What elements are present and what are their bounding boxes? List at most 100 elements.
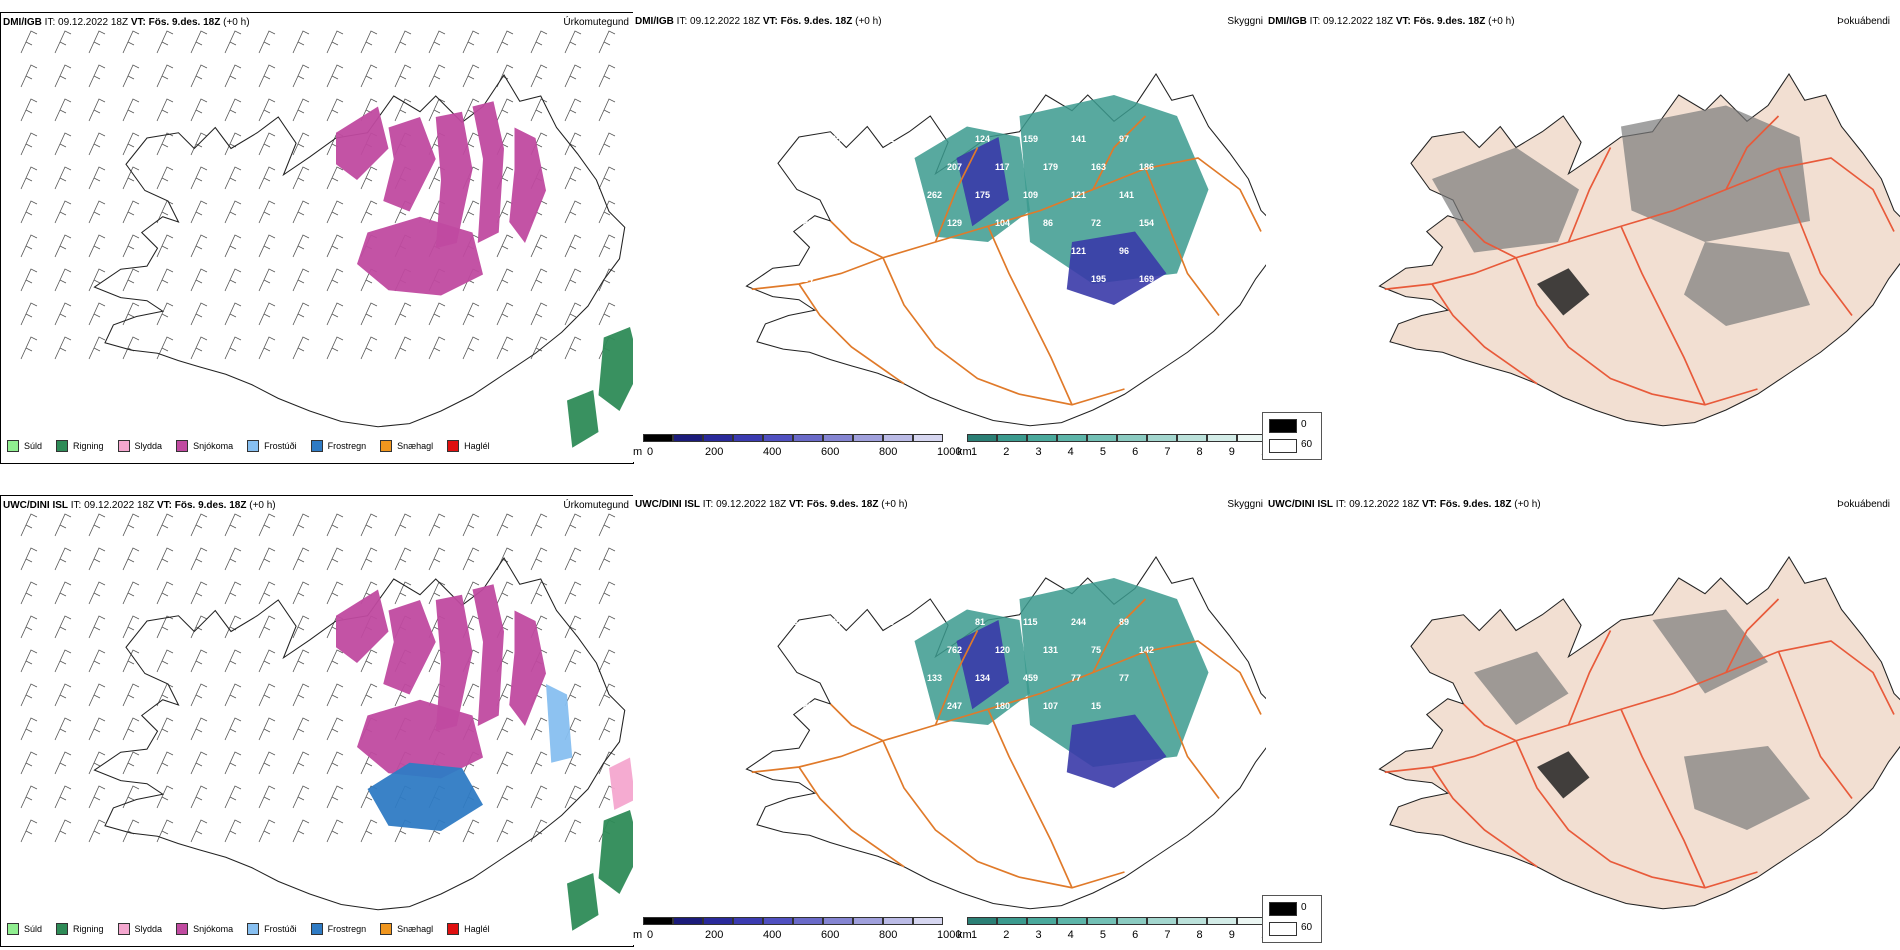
wind-barb: [88, 615, 106, 639]
visibility-value-label: 15: [1091, 701, 1101, 711]
wind-barb: [156, 751, 174, 775]
snow-area: [336, 589, 389, 663]
visibility-value-label: 195: [1091, 274, 1106, 284]
wind-barb: [224, 64, 242, 88]
wind-barb: [462, 64, 480, 88]
visibility-value-label: 102: [1023, 246, 1038, 256]
wind-barb: [190, 302, 208, 326]
wind-barb: [428, 336, 446, 360]
legend-item: Frostúði: [247, 440, 297, 452]
fog-area: [1652, 609, 1768, 694]
wind-barb: [496, 268, 514, 292]
iceland-map-fog-top: [1378, 73, 1900, 427]
sleet-area: [609, 757, 636, 810]
legend-swatch: [247, 923, 260, 935]
wind-barb: [598, 547, 616, 571]
road: [934, 147, 979, 243]
visibility-value-label: 131: [879, 134, 894, 144]
visibility-value-label: 142: [1139, 645, 1154, 655]
wind-barb: [394, 64, 412, 88]
panel-title-fog-bottom: Þokuábendi: [1837, 499, 1890, 510]
wind-barb: [462, 581, 480, 605]
colorbar-segment: [1027, 434, 1057, 442]
wind-barb: [462, 513, 480, 537]
wind-barb: [156, 649, 174, 673]
road: [1144, 651, 1220, 800]
road: [1431, 766, 1538, 868]
legend-swatch: [447, 923, 460, 935]
colorbar-segment: [673, 434, 703, 442]
wind-barb: [20, 785, 38, 809]
wind-barb: [258, 819, 276, 843]
visibility-value-label: 244: [1071, 617, 1086, 627]
wind-barb: [496, 513, 514, 537]
road: [882, 740, 1125, 889]
snow-area: [509, 127, 546, 243]
wind-barb: [54, 30, 72, 54]
panel-title-precip-top: Úrkomutegund: [563, 17, 629, 28]
height-colorbar-top: m 0 200 400 600 800 1000: [633, 434, 961, 460]
snow-area: [357, 699, 483, 779]
visibility-value-label: 459: [1023, 673, 1038, 683]
wind-barb: [122, 683, 140, 707]
visibility-value-label: 96: [1119, 246, 1129, 256]
colorbar-tick: 3: [1035, 446, 1042, 458]
wind-barb: [258, 64, 276, 88]
visibility-area: [956, 620, 1009, 710]
wind-barb: [530, 30, 548, 54]
fog-legend-swatch-light: [1269, 439, 1297, 453]
wind-barb: [530, 98, 548, 122]
road: [1092, 598, 1147, 673]
wind-barb: [530, 302, 548, 326]
legend-item: Súld: [7, 440, 42, 452]
wind-barb: [190, 336, 208, 360]
wind-barb: [88, 717, 106, 741]
height-colorbar-bottom: m 0 200 400 600 800 1000: [633, 917, 961, 943]
legend-item: Snæhagl: [380, 923, 433, 935]
wind-barb: [598, 166, 616, 190]
legend-item: Súld: [7, 923, 42, 935]
road: [829, 703, 884, 742]
iceland-outline: [745, 556, 1278, 910]
header-top-mid: DMI/IGB IT: 09.12.2022 18Z VT: Fös. 9.de…: [635, 16, 882, 27]
road: [1462, 703, 1517, 742]
colorbar-segment: [997, 434, 1027, 442]
wind-barb: [122, 132, 140, 156]
wind-barb: [54, 649, 72, 673]
visibility-value-label: 81: [975, 617, 985, 627]
colorbar-tick: 800: [879, 929, 898, 941]
wind-barb: [122, 513, 140, 537]
wind-barb: [122, 166, 140, 190]
wind-barb: [122, 581, 140, 605]
rain-area: [598, 810, 641, 894]
visibility-value-label: 101: [927, 134, 942, 144]
road: [1384, 157, 1895, 291]
snow-area: [435, 111, 473, 249]
wind-barb: [394, 98, 412, 122]
wind-barb: [224, 683, 242, 707]
colorbar-segment: [913, 917, 943, 925]
visibility-value-label: 133: [927, 673, 942, 683]
wind-barb: [190, 785, 208, 809]
wind-barb: [122, 785, 140, 809]
colorbar-segment: [1087, 434, 1117, 442]
legend-item: Snæhagl: [380, 440, 433, 452]
colorbar-unit: km: [957, 446, 972, 458]
road: [1462, 220, 1517, 259]
wind-barb: [258, 751, 276, 775]
wind-barb: [326, 581, 344, 605]
wind-barb: [360, 683, 378, 707]
wind-barb: [292, 751, 310, 775]
snow-area: [357, 216, 483, 296]
wind-barb: [88, 649, 106, 673]
wind-barb: [496, 819, 514, 843]
wind-barb: [292, 200, 310, 224]
wind-barb: [190, 683, 208, 707]
wind-barb: [326, 64, 344, 88]
visibility-value-label: 186: [1139, 162, 1154, 172]
wind-barb: [428, 547, 446, 571]
legend-item: Frostúði: [247, 923, 297, 935]
colorbar-tick: 800: [879, 446, 898, 458]
wind-barb: [20, 30, 38, 54]
colorbar-tick: 200: [705, 929, 724, 941]
